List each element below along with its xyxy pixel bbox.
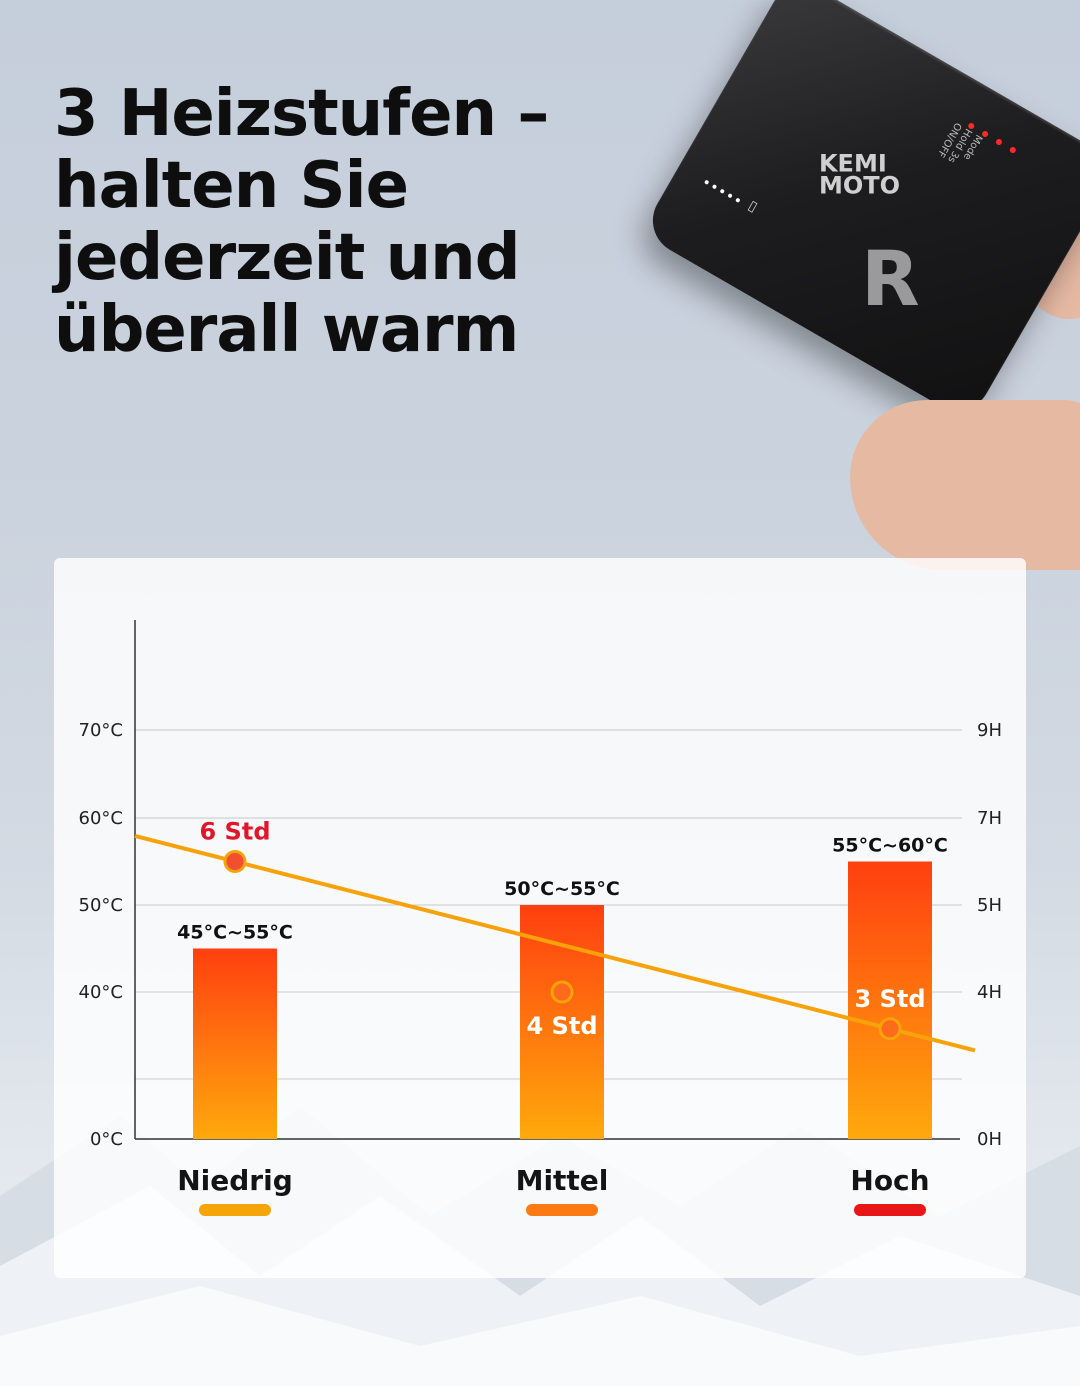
left-tick-label: 0°C [90,1129,123,1150]
duration-line [134,834,976,1053]
left-tick-label: 70°C [79,720,123,741]
left-tick-label: 50°C [79,895,123,916]
duration-trend-line [134,834,976,1053]
bar-range-label: 50°C~55°C [504,878,620,900]
duration-points: 6 Std 4 Std 3 Std [200,818,926,1041]
bar-range-label: 45°C~55°C [177,922,293,944]
duration-label: 3 Std [855,985,926,1013]
left-axis-ticks: 0°C 40°C 50°C 60°C 70°C [79,720,123,1150]
right-tick-label: 9H [977,720,1002,741]
headline-line-1: 3 Heizstufen – [54,77,549,151]
headline: 3 Heizstufen – halten Sie jederzeit und … [54,77,549,367]
category-underline [526,1204,598,1216]
duration-label: 6 Std [200,818,271,846]
bar [193,948,277,1139]
headline-line-2: halten Sie [54,149,409,223]
category-label: Mittel [516,1164,609,1197]
duration-point [550,980,574,1004]
duration-label: 4 Std [527,1012,598,1040]
category-label: Hoch [850,1164,929,1197]
right-axis-ticks: 0H 4H 5H 7H 9H [977,720,1002,1150]
headline-line-4: überall warm [54,293,519,367]
category-labels: Niedrig Mittel Hoch [177,1164,930,1216]
left-tick-label: 40°C [79,982,123,1003]
bar-range-label: 55°C~60°C [832,835,948,857]
right-tick-label: 4H [977,982,1002,1003]
right-tick-label: 5H [977,895,1002,916]
right-tick-label: 0H [977,1129,1002,1150]
headline-line-3: jederzeit und [54,221,521,295]
category-underline [854,1204,926,1216]
bars [193,861,932,1139]
duration-point [878,1017,902,1041]
category-underline [199,1204,271,1216]
category-label: Niedrig [177,1164,293,1197]
range-labels: 45°C~55°C 50°C~55°C 55°C~60°C [177,835,948,944]
right-tick-label: 7H [977,808,1002,829]
bar [848,861,932,1139]
left-tick-label: 60°C [79,808,123,829]
duration-point [223,850,247,873]
